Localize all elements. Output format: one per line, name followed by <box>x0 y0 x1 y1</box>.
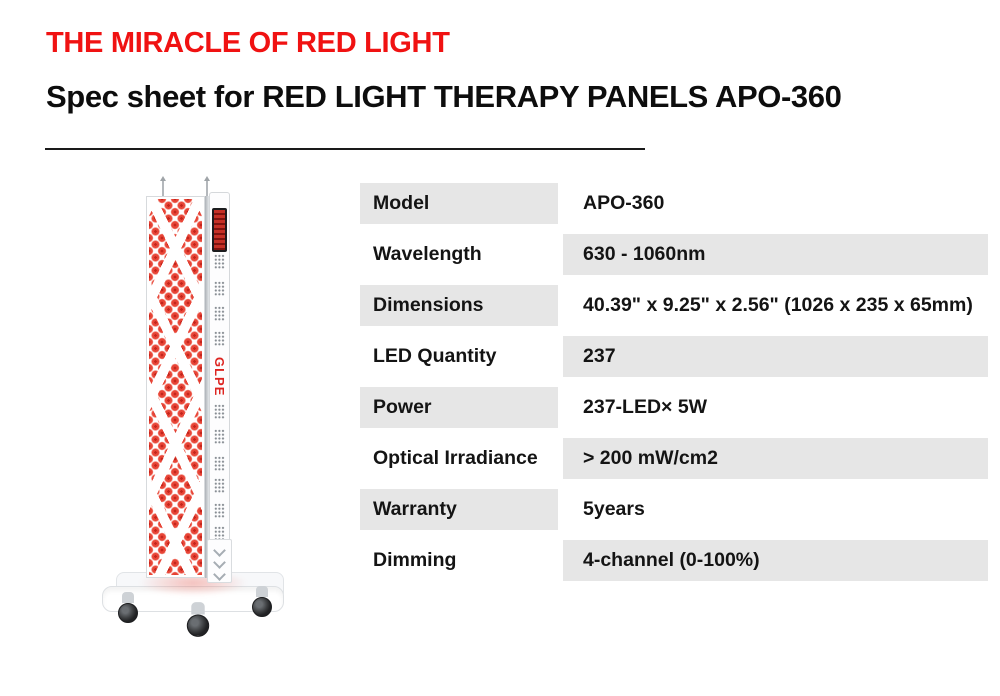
title-underline <box>45 148 645 150</box>
spec-value: 5years <box>583 498 645 520</box>
caster-wheel-icon <box>250 586 274 617</box>
caster-wheel-icon <box>185 602 212 637</box>
side-rail: GLPE <box>207 192 232 583</box>
spec-label: Warranty <box>360 489 558 530</box>
page-title: THE MIRACLE OF RED LIGHT <box>46 27 450 59</box>
led-array <box>149 199 202 575</box>
spec-table: Model APO-360 Wavelength 630 - 1060nm Di… <box>360 183 988 591</box>
vent-icon <box>214 478 225 493</box>
vent-icon <box>214 503 225 518</box>
vent-icon <box>214 306 225 321</box>
spec-row: Optical Irradiance > 200 mW/cm2 <box>360 438 988 479</box>
control-display-icon <box>212 208 227 252</box>
spec-row: Warranty 5years <box>360 489 988 530</box>
vent-icon <box>214 281 225 296</box>
chevron-down-icon <box>213 556 226 569</box>
spec-label: Model <box>360 183 558 224</box>
page-subtitle: Spec sheet for RED LIGHT THERAPY PANELS … <box>46 79 842 114</box>
hanging-pin-icon <box>204 176 210 196</box>
spec-row: Model APO-360 <box>360 183 988 224</box>
led-panel <box>146 196 205 578</box>
vent-icon <box>214 254 225 269</box>
panel-edge <box>205 196 209 578</box>
rolling-base <box>100 570 300 637</box>
vent-icon <box>214 404 225 419</box>
hanging-pin-icon <box>160 176 166 196</box>
spec-row: Power 237-LED× 5W <box>360 387 988 428</box>
chevron-down-icon <box>213 568 226 581</box>
spec-value: 237 <box>563 336 988 377</box>
spec-row: Wavelength 630 - 1060nm <box>360 234 988 275</box>
spec-value: 40.39" x 9.25" x 2.56" (1026 x 235 x 65m… <box>583 294 973 316</box>
spec-value: 237-LED× 5W <box>583 396 708 418</box>
spec-label: Dimming <box>373 549 457 571</box>
spec-label: Power <box>360 387 558 428</box>
product-image: GLPE <box>100 176 300 638</box>
vent-icon <box>214 456 225 471</box>
spec-value: 630 - 1060nm <box>563 234 988 275</box>
spec-label: LED Quantity <box>373 345 497 367</box>
spec-value: APO-360 <box>583 192 665 214</box>
vent-icon <box>214 429 225 444</box>
caster-wheel-icon <box>116 592 140 623</box>
spec-row: Dimming 4-channel (0-100%) <box>360 540 988 581</box>
spec-row: Dimensions 40.39" x 9.25" x 2.56" (1026 … <box>360 285 988 326</box>
vent-icon <box>214 526 225 541</box>
vent-icon <box>214 331 225 346</box>
spec-label: Wavelength <box>373 243 482 265</box>
spec-value: > 200 mW/cm2 <box>563 438 988 479</box>
brand-logo: GLPE <box>212 357 227 397</box>
rail-foot <box>207 539 232 583</box>
spec-value: 4-channel (0-100%) <box>563 540 988 581</box>
spec-label: Optical Irradiance <box>373 447 538 469</box>
chevron-down-icon <box>213 544 226 557</box>
spec-row: LED Quantity 237 <box>360 336 988 377</box>
spec-label: Dimensions <box>360 285 558 326</box>
